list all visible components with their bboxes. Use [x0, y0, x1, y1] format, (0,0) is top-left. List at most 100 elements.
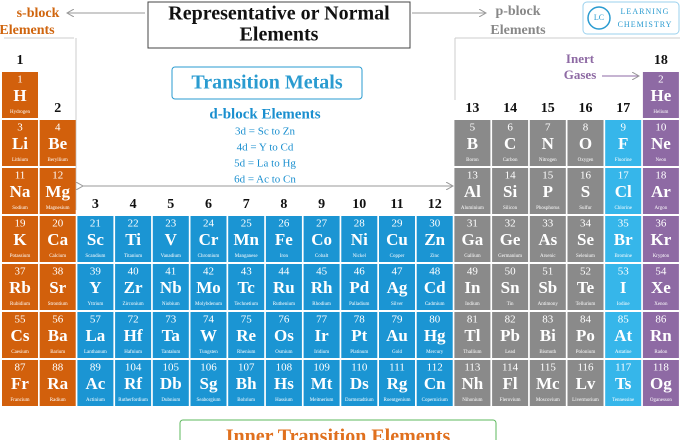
element-name: Seaborgium — [196, 398, 220, 403]
element-name: Rhodium — [312, 302, 331, 307]
atomic-number: 45 — [316, 266, 328, 278]
element-name: Aluminium — [461, 206, 484, 211]
cell-bg — [115, 264, 152, 310]
cell-bg — [567, 216, 604, 262]
cell-bg — [2, 360, 38, 406]
cell-bg — [265, 264, 302, 310]
symbol: Cn — [424, 374, 446, 393]
atomic-number: 44 — [278, 266, 290, 278]
atomic-number: 80 — [429, 314, 441, 326]
cell-bg — [454, 360, 491, 406]
atomic-number: 105 — [163, 362, 180, 374]
element-name: Beryllium — [48, 158, 68, 163]
symbol: Mn — [233, 230, 259, 249]
atomic-number: 12 — [52, 170, 63, 182]
cell-bg — [642, 168, 679, 214]
group-number: 17 — [616, 101, 630, 116]
element-name: Lead — [505, 350, 515, 355]
cell-bg — [115, 360, 152, 406]
atomic-number: 46 — [354, 266, 366, 278]
symbol: Hs — [274, 374, 294, 393]
symbol: Ar — [651, 182, 671, 201]
symbol: Ir — [315, 326, 330, 345]
element-name: Nitrogen — [539, 158, 557, 163]
symbol: O — [579, 134, 592, 153]
footer-box — [179, 419, 497, 440]
symbol: W — [200, 326, 217, 345]
cell-bg — [190, 312, 227, 358]
element-name: Roentgenium — [384, 398, 411, 403]
cell-bg — [605, 360, 642, 406]
element-cell: 9F Fluorine — [605, 120, 642, 166]
p-block-label: Elements — [490, 23, 546, 38]
atomic-number: 11 — [15, 170, 26, 182]
element-name: Thallium — [463, 350, 481, 355]
group-number: 13 — [465, 101, 479, 116]
symbol: Mt — [311, 374, 333, 393]
symbol: Ac — [85, 374, 105, 393]
symbol: Ta — [162, 326, 181, 345]
atomic-number: 85 — [618, 314, 630, 326]
symbol: H — [13, 86, 26, 105]
symbol: Nh — [462, 374, 484, 393]
cell-bg — [2, 216, 38, 262]
cell-bg — [265, 360, 302, 406]
atomic-number: 29 — [392, 218, 404, 230]
symbol: Ga — [462, 230, 484, 249]
cell-bg — [303, 312, 340, 358]
atomic-number: 39 — [90, 266, 102, 278]
group-number: 1 — [17, 53, 24, 68]
symbol: Os — [274, 326, 294, 345]
atomic-number: 43 — [241, 266, 253, 278]
symbol: Bh — [236, 374, 257, 393]
symbol: F — [618, 134, 628, 153]
atomic-number: 110 — [351, 362, 368, 374]
symbol: Rf — [124, 374, 142, 393]
atomic-number: 19 — [15, 218, 27, 230]
element-name: Technetium — [234, 302, 258, 307]
atomic-number: 10 — [655, 122, 667, 134]
atomic-number: 107 — [238, 362, 255, 374]
cell-bg — [39, 168, 76, 214]
symbol: Rg — [387, 374, 408, 393]
atomic-number: 84 — [580, 314, 592, 326]
element-name: Arsenic — [540, 254, 556, 259]
element-name: Oganesson — [650, 398, 672, 403]
element-name: Krypton — [653, 254, 670, 259]
symbol: Mo — [196, 278, 221, 297]
atomic-number: 89 — [90, 362, 102, 374]
atomic-number: 87 — [15, 362, 27, 374]
d-series: 3d = Sc to Zn — [235, 126, 295, 138]
symbol: Sb — [538, 278, 557, 297]
atomic-number: 31 — [467, 218, 478, 230]
cell-bg — [39, 312, 76, 358]
element-name: Silicon — [503, 206, 518, 211]
cell-bg — [39, 360, 76, 406]
atomic-number: 78 — [354, 314, 366, 326]
symbol: Y — [89, 278, 101, 297]
symbol: Ag — [387, 278, 408, 297]
atomic-number: 37 — [15, 266, 27, 278]
cell-bg — [529, 216, 566, 262]
element-name: Radon — [654, 350, 668, 355]
element-name: Argon — [655, 206, 668, 211]
cell-bg — [454, 312, 491, 358]
